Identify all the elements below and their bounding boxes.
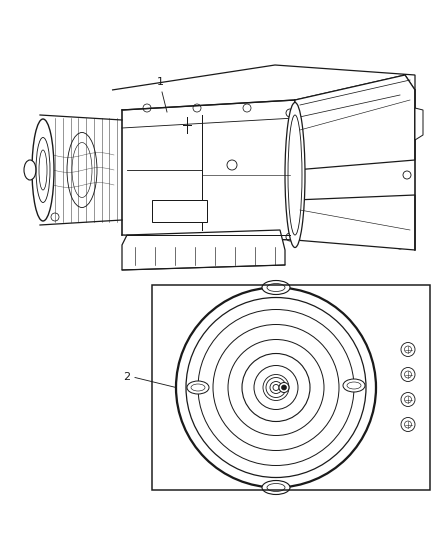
Circle shape	[279, 383, 289, 392]
Ellipse shape	[285, 102, 305, 247]
Ellipse shape	[187, 381, 209, 394]
Ellipse shape	[32, 119, 54, 221]
Polygon shape	[295, 195, 415, 250]
Polygon shape	[295, 75, 415, 170]
Text: 1: 1	[156, 77, 163, 87]
Ellipse shape	[262, 280, 290, 295]
Polygon shape	[415, 108, 423, 140]
Bar	[152, 200, 207, 222]
Ellipse shape	[262, 481, 290, 495]
Text: 2: 2	[124, 373, 131, 383]
Polygon shape	[122, 230, 285, 270]
Circle shape	[401, 392, 415, 407]
Circle shape	[176, 287, 376, 488]
Circle shape	[401, 417, 415, 432]
Circle shape	[401, 343, 415, 357]
Ellipse shape	[343, 379, 365, 392]
Circle shape	[401, 367, 415, 382]
Bar	[152, 285, 430, 490]
Circle shape	[227, 160, 237, 170]
Circle shape	[282, 385, 286, 390]
Ellipse shape	[24, 160, 36, 180]
